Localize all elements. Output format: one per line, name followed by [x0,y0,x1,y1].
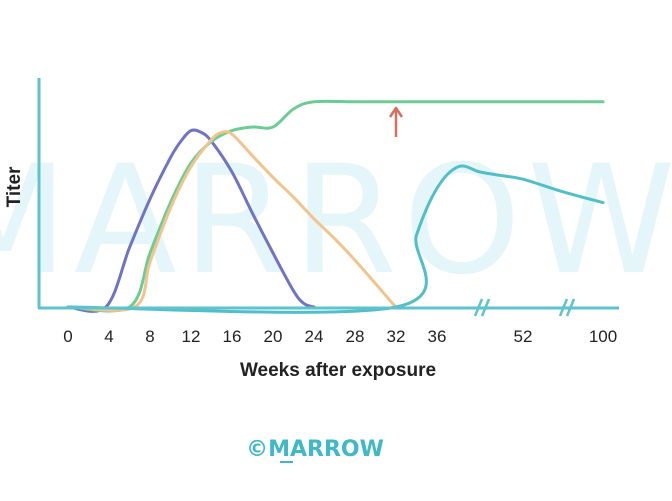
x-tick-label: 36 [428,327,447,346]
x-tick-label: 20 [264,327,283,346]
x-tick-label: 32 [387,327,406,346]
arrow-head [388,106,404,118]
x-axis-title: Weeks after exposure [240,360,436,381]
x-tick-label: 28 [346,327,365,346]
series-line-3 [66,130,398,312]
x-axis-break-1 [473,298,491,317]
series-line-2 [66,99,605,313]
credit-logo: ©MARROW [246,437,384,462]
series-line-1 [66,128,316,313]
series-line-4 [66,164,605,314]
x-tick-label: 52 [514,327,533,346]
x-axis-break-2 [558,298,576,317]
x-tick-label: 100 [589,327,617,346]
x-tick-label: 8 [145,327,154,346]
x-tick-label: 12 [182,327,201,346]
x-tick-label: 16 [223,327,242,346]
series-group [66,99,605,314]
y-axis-title: Titer [4,166,25,207]
up-arrow-annotation [388,106,404,137]
x-tick-labels: 0 4 8 12 16 20 24 28 32 36 52 100 [63,327,617,346]
x-tick-label: 0 [63,327,72,346]
watermark-text: MARROW [0,134,672,308]
x-tick-label: 24 [305,327,324,346]
x-tick-label: 4 [104,327,113,346]
